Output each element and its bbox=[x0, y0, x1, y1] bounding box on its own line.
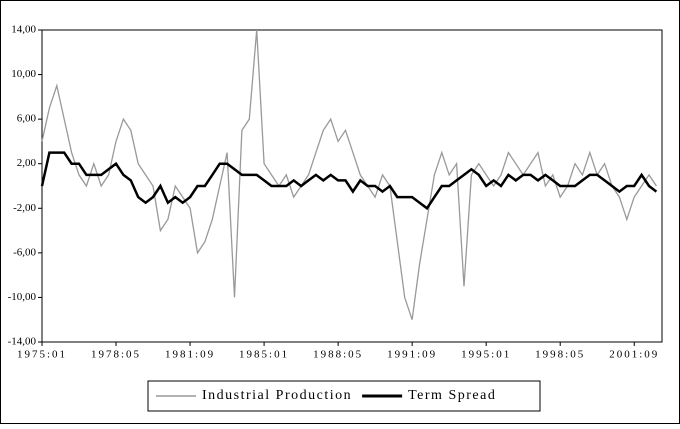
x-tick-label: 2001:09 bbox=[609, 349, 659, 361]
legend-box bbox=[147, 380, 541, 412]
y-tick-label: -14,00 bbox=[8, 336, 37, 348]
x-tick-label: 1981:09 bbox=[165, 349, 215, 361]
x-tick-label: 1995:01 bbox=[461, 349, 511, 361]
y-tick-label: 2,00 bbox=[17, 157, 37, 169]
x-tick-label: 1991:09 bbox=[387, 349, 437, 361]
y-tick-label: -10,00 bbox=[8, 291, 37, 303]
y-tick-label: -2,00 bbox=[13, 202, 36, 214]
legend-label: Term Spread bbox=[408, 388, 496, 403]
x-tick-label: 1985:01 bbox=[239, 349, 289, 361]
x-tick-label: 1975:01 bbox=[17, 349, 67, 361]
series-line bbox=[41, 29, 657, 320]
y-tick-label: -6,00 bbox=[13, 246, 36, 258]
x-tick-label: 1998:05 bbox=[535, 349, 585, 361]
x-tick-label: 1978:05 bbox=[91, 349, 141, 361]
legend-label: Industrial Production bbox=[202, 388, 352, 403]
x-tick-label: 1988:05 bbox=[313, 349, 363, 361]
series-line bbox=[40, 151, 658, 211]
y-tick-label: 10,00 bbox=[11, 68, 36, 80]
y-tick-label: 6,00 bbox=[17, 113, 37, 125]
y-tick-label: 14,00 bbox=[11, 24, 36, 36]
